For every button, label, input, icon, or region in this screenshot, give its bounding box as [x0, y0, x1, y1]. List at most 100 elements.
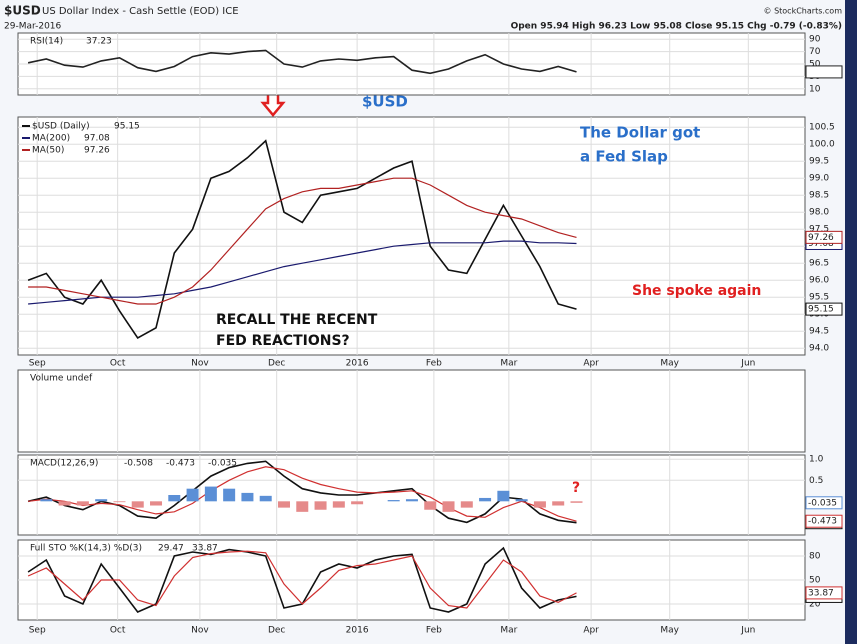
y-tick-label: 100.5 — [809, 123, 835, 133]
value-box — [805, 230, 843, 244]
y-tick-label: 95.5 — [809, 293, 829, 303]
y-tick-label: 100.0 — [809, 140, 835, 150]
histogram-bar — [332, 501, 345, 508]
date: 29-Mar-2016 — [4, 22, 62, 32]
panel — [17, 369, 806, 453]
histogram-bar — [515, 499, 528, 502]
y-tick-label: 50 — [809, 60, 821, 70]
series-line — [27, 49, 577, 75]
y-tick-label: 99.5 — [809, 157, 829, 167]
x-tick-label: Dec — [268, 626, 285, 636]
x-tick-label: Nov — [191, 359, 209, 369]
series-line — [27, 550, 577, 609]
x-tick-label: Jun — [740, 359, 755, 369]
y-tick-label: 20 — [809, 600, 821, 610]
y-tick-label: 70 — [809, 47, 821, 57]
last-value: 97.26 — [808, 233, 834, 243]
value-box — [805, 496, 843, 510]
value-box — [805, 65, 843, 79]
x-tick-label: Sep — [29, 626, 46, 636]
histogram-bar — [497, 490, 510, 502]
x-tick-label: Mar — [500, 626, 517, 636]
histogram-bar — [204, 486, 217, 502]
legend-value: -0.473 — [166, 459, 195, 469]
last-value: 95.15 — [808, 305, 834, 315]
histogram-bar — [168, 495, 181, 502]
y-tick-label: 97.5 — [809, 225, 829, 235]
histogram-bar — [405, 499, 418, 502]
x-tick-label: May — [660, 626, 679, 636]
legend-value: 33.87 — [192, 544, 218, 554]
legend-name: $USD (Daily) — [32, 122, 90, 132]
histogram-bar — [259, 495, 272, 502]
histogram-bar — [186, 488, 199, 502]
last-value: -0.473 — [808, 517, 837, 527]
y-tick-label: 96.5 — [809, 259, 829, 269]
histogram-bar — [460, 501, 473, 508]
annotation: She spoke again — [632, 283, 761, 299]
y-tick-label: 50 — [809, 576, 821, 586]
legend-name: MA(50) — [32, 146, 64, 156]
annotation: ? — [572, 480, 580, 496]
histogram-bar — [314, 501, 327, 510]
histogram-bar — [277, 501, 290, 508]
legend-value: 29.47 — [158, 544, 184, 554]
legend-value: 97.26 — [84, 146, 110, 156]
annotation: RECALL THE RECENT — [216, 312, 378, 328]
panel-label: MACD(12,26,9) — [30, 459, 98, 469]
histogram-bar — [479, 497, 492, 502]
y-tick-label: 1.0 — [809, 455, 824, 465]
x-tick-label: Mar — [500, 359, 517, 369]
x-tick-label: Sep — [29, 359, 46, 369]
histogram-bar — [552, 501, 565, 506]
y-tick-label: 98.5 — [809, 191, 829, 201]
series-line — [28, 466, 577, 522]
x-tick-label: May — [660, 359, 679, 369]
legend-value: 37.23 — [86, 37, 112, 47]
series-line — [28, 240, 577, 305]
credit: © StockCharts.com — [764, 7, 843, 16]
legend-value: -0.035 — [208, 459, 237, 469]
histogram-bar — [223, 488, 236, 502]
last-value: 97.08 — [808, 239, 834, 249]
series-line — [27, 139, 577, 340]
series-line — [28, 177, 577, 305]
x-tick-label: Dec — [268, 359, 285, 369]
histogram-bar — [95, 499, 108, 502]
annotation: a Fed Slap — [580, 148, 668, 166]
annotation: FED REACTIONS? — [216, 333, 350, 349]
histogram-bar — [424, 501, 437, 510]
y-tick-label: 94.5 — [809, 327, 829, 337]
value-box — [805, 302, 843, 316]
quote: Open 95.94 High 96.23 Low 95.08 Close 95… — [511, 22, 842, 32]
last-value: -0.035 — [808, 498, 837, 508]
legend-value: -0.508 — [124, 459, 153, 469]
x-tick-label: Feb — [426, 626, 442, 636]
y-tick-label: 90 — [809, 35, 821, 45]
value-box — [805, 514, 843, 528]
panel-label: RSI(14) — [30, 37, 63, 47]
series-line — [27, 460, 577, 524]
x-tick-label: Apr — [583, 359, 599, 369]
legend-name: MA(200) — [32, 134, 70, 144]
panel-label: Volume undef — [30, 374, 93, 384]
histogram-bar — [442, 501, 455, 512]
histogram-bar — [570, 501, 583, 503]
panel-label: Full STO %K(14,3) %D(3) — [30, 544, 142, 554]
histogram-bar — [351, 501, 364, 505]
x-tick-label: 2016 — [346, 359, 369, 369]
legend-value: 95.15 — [114, 122, 140, 132]
y-tick-label: 80 — [809, 552, 821, 562]
legend-value: 97.08 — [84, 134, 110, 144]
annotation: The Dollar got — [580, 124, 700, 142]
y-tick-label: 0.5 — [809, 476, 823, 486]
histogram-bar — [131, 501, 144, 508]
x-tick-label: 2016 — [346, 626, 369, 636]
symbol: $USD — [4, 4, 41, 18]
x-tick-label: Apr — [583, 626, 599, 636]
y-tick-label: 10 — [809, 84, 821, 94]
y-tick-label: 94.0 — [809, 344, 829, 354]
x-tick-label: Oct — [110, 359, 126, 369]
histogram-bar — [40, 499, 53, 502]
